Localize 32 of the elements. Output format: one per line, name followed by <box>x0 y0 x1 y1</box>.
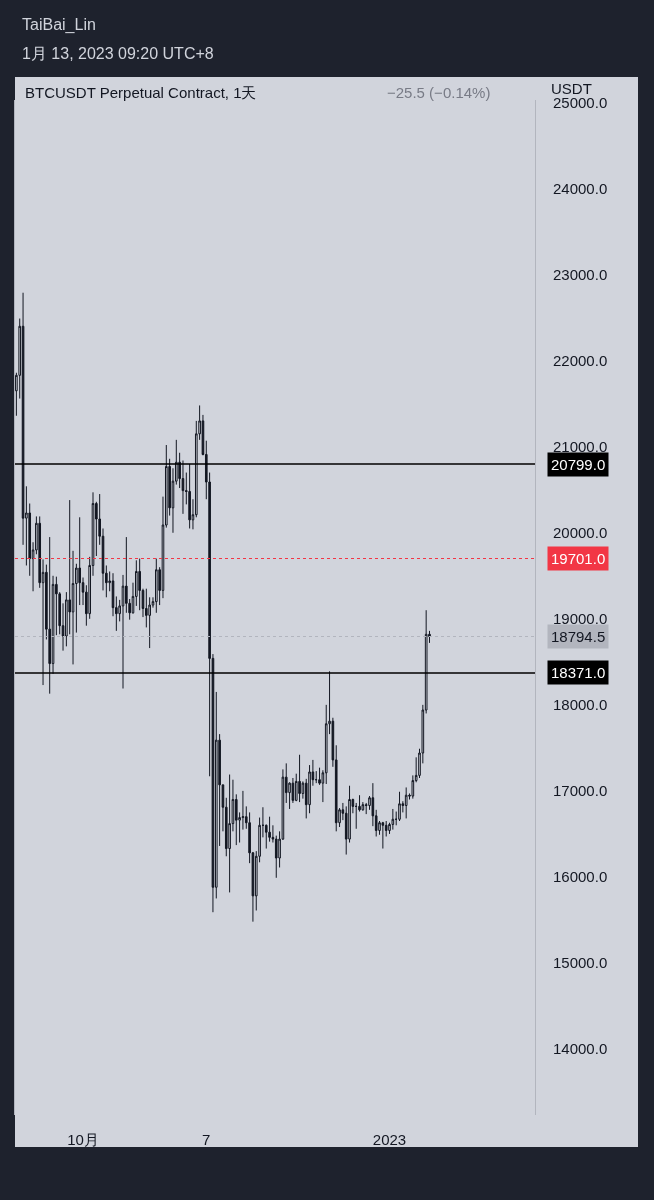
candlestick <box>391 808 395 831</box>
candlestick <box>381 822 385 850</box>
x-tick-label: 10月 <box>67 1131 99 1148</box>
annotation: −25.5 (−0.14%) <box>387 84 491 101</box>
y-tick-label: 16000.0 <box>553 868 608 886</box>
chart-title: BTCUSDT Perpetual Contract, 1天 <box>25 84 257 102</box>
y-tick-label: 24000.0 <box>553 179 608 197</box>
y-tick-label: 19000.0 <box>553 610 608 628</box>
candlestick <box>228 774 231 893</box>
text: 1月 13, 2023 09:20 UTC+8 <box>22 45 214 62</box>
y-tick-label: 14000.0 <box>553 1040 608 1058</box>
candlestick <box>188 463 191 529</box>
y-tick-label: 23000.0 <box>553 265 608 283</box>
candlestick <box>308 764 311 814</box>
ref-line-label: 18371.0 <box>551 664 606 681</box>
x-tick-label: 7 <box>202 1131 211 1148</box>
text: TaiBai_Lin <box>22 16 96 34</box>
y-tick-label: 22000.0 <box>553 351 608 369</box>
y-tick-label: 20000.0 <box>553 524 608 542</box>
x-tick-label: 2023 <box>372 1131 407 1148</box>
y-tick-label: 18000.0 <box>553 696 608 714</box>
candlestick <box>155 558 158 614</box>
y-tick-label: 15000.0 <box>553 954 608 972</box>
ref-line-label: 20799.0 <box>551 456 606 473</box>
y-tick-label: 17000.0 <box>553 782 608 800</box>
ref-line-label: 19701.0 <box>551 550 606 567</box>
candlestick <box>404 786 408 819</box>
ref-line-label: 18794.5 <box>551 628 606 645</box>
candlestick <box>398 791 401 822</box>
candlestick <box>48 536 52 695</box>
y-tick-label: 21000.0 <box>553 437 608 455</box>
candlestick <box>298 754 301 803</box>
